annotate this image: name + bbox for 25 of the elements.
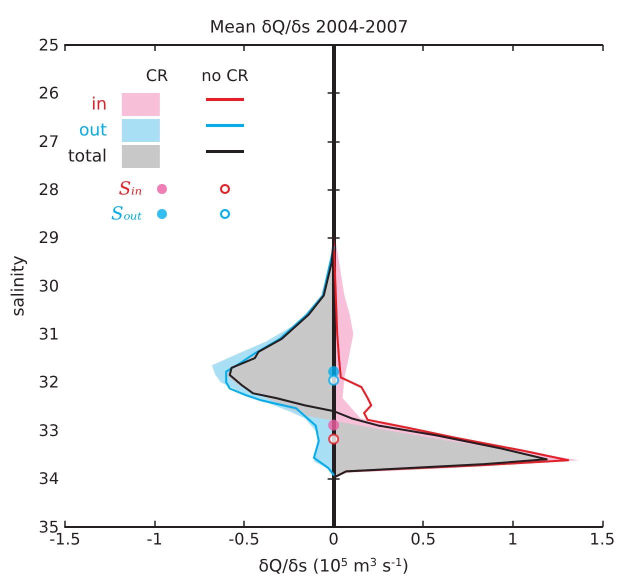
x-tick-label: -0.5 xyxy=(228,529,260,548)
legend-label: Sₒᵤₜ xyxy=(111,204,143,224)
y-tick-label: 31 xyxy=(38,324,59,344)
x-tick-label: 0 xyxy=(328,529,339,548)
x-tick-label: -1 xyxy=(146,529,163,548)
legend-label: Sᵢₙ xyxy=(118,178,142,200)
y-tick-label: 29 xyxy=(38,228,59,248)
legend-label: out xyxy=(79,120,108,140)
y-tick-label: 33 xyxy=(38,420,59,440)
y-axis-title: salinity xyxy=(8,255,28,316)
annotation: CR xyxy=(146,66,168,85)
chart-title: Mean δQ/δs 2004-2007 xyxy=(210,18,408,38)
y-tick-label: 28 xyxy=(38,180,59,200)
y-tick-label: 27 xyxy=(38,132,59,151)
y-tick-label: 30 xyxy=(38,276,59,296)
y-tick-label: 32 xyxy=(38,372,59,392)
y-tick-label: 25 xyxy=(38,36,59,54)
y-tick-label: 26 xyxy=(38,84,59,103)
y-tick-label: 34 xyxy=(38,469,59,488)
x-tick-label: 1 xyxy=(508,529,518,548)
legend-label: total xyxy=(68,146,107,166)
annotation: no CR xyxy=(201,66,249,85)
x-tick-label: 0.5 xyxy=(410,529,436,548)
legend-label: in xyxy=(91,94,107,114)
x-tick-label: 1.5 xyxy=(590,529,616,548)
